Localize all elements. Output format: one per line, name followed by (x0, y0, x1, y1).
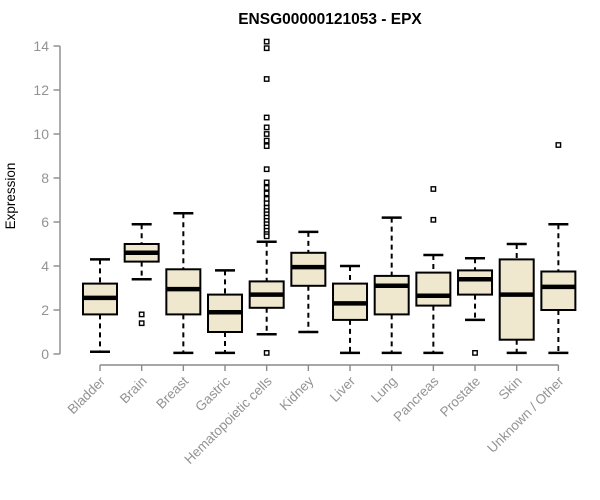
x-tick-label-prostate: Prostate (437, 374, 483, 420)
outlier-point (472, 350, 478, 356)
outlier-point (263, 124, 270, 131)
outlier-point (263, 179, 270, 186)
boxplot-hematopoietic-cells (248, 38, 285, 356)
box-series (82, 38, 577, 356)
y-axis-label: Expression (3, 163, 18, 230)
outlier-point (138, 320, 145, 327)
iqr-box (415, 271, 452, 307)
outlier-point (138, 311, 145, 318)
boxplot-liver (332, 264, 369, 355)
outlier-point (263, 143, 270, 149)
x-tick-label-brain: Brain (117, 374, 150, 407)
outlier-point (430, 186, 437, 192)
boxplot-skin (498, 242, 535, 355)
boxplot-pancreas (415, 186, 452, 355)
x-tick-label-breast: Breast (153, 373, 191, 411)
outlier-point (263, 233, 270, 240)
boxplot-bladder (82, 258, 118, 354)
boxplot-breast (165, 211, 202, 355)
iqr-box (373, 274, 410, 316)
x-tick-label-liver: Liver (327, 373, 359, 405)
x-tick-label-pancreas: Pancreas (391, 373, 442, 424)
x-tick-label-gastric: Gastric (192, 373, 233, 414)
iqr-box (498, 258, 535, 341)
boxplot-unknown-other (540, 142, 577, 355)
outlier-point (263, 114, 270, 121)
x-tick-label-kidney: Kidney (277, 373, 317, 413)
y-tick-label: 4 (41, 258, 49, 274)
chart-title: ENSG00000121053 - EPX (238, 11, 422, 28)
y-tick-label: 8 (41, 170, 49, 186)
x-tick-label-skin: Skin (496, 374, 525, 403)
outlier-point (263, 190, 270, 197)
outlier-point (263, 184, 270, 191)
outlier-point (263, 137, 270, 144)
outlier-point (430, 216, 437, 223)
iqr-box (165, 268, 202, 316)
iqr-box (457, 269, 494, 296)
outlier-point (263, 350, 270, 356)
outlier-point (263, 76, 270, 82)
boxplot-kidney (290, 230, 327, 334)
y-axis: 0 2 4 6 8 10 12 14 (33, 38, 61, 362)
outlier-point (555, 142, 562, 148)
y-tick-label: 14 (33, 38, 49, 54)
outlier-point (263, 45, 270, 52)
outlier-point (263, 131, 270, 137)
outlier-point (263, 166, 270, 173)
x-tick-label-bladder: Bladder (65, 373, 109, 417)
iqr-box (540, 270, 577, 311)
boxplot-brain (123, 222, 160, 327)
y-tick-label: 10 (33, 126, 49, 142)
y-tick-label: 2 (41, 302, 49, 318)
y-tick-label: 0 (41, 346, 49, 362)
outlier-point (263, 38, 270, 45)
boxplot-gastric (207, 269, 244, 355)
x-tick-label-unknown-other: Unknown / Other (484, 373, 567, 456)
x-tick-label-lung: Lung (368, 374, 400, 406)
y-tick-label: 12 (33, 82, 49, 98)
y-tick-label: 6 (41, 214, 49, 230)
boxplot-prostate (457, 257, 494, 356)
boxplot-lung (373, 216, 410, 355)
